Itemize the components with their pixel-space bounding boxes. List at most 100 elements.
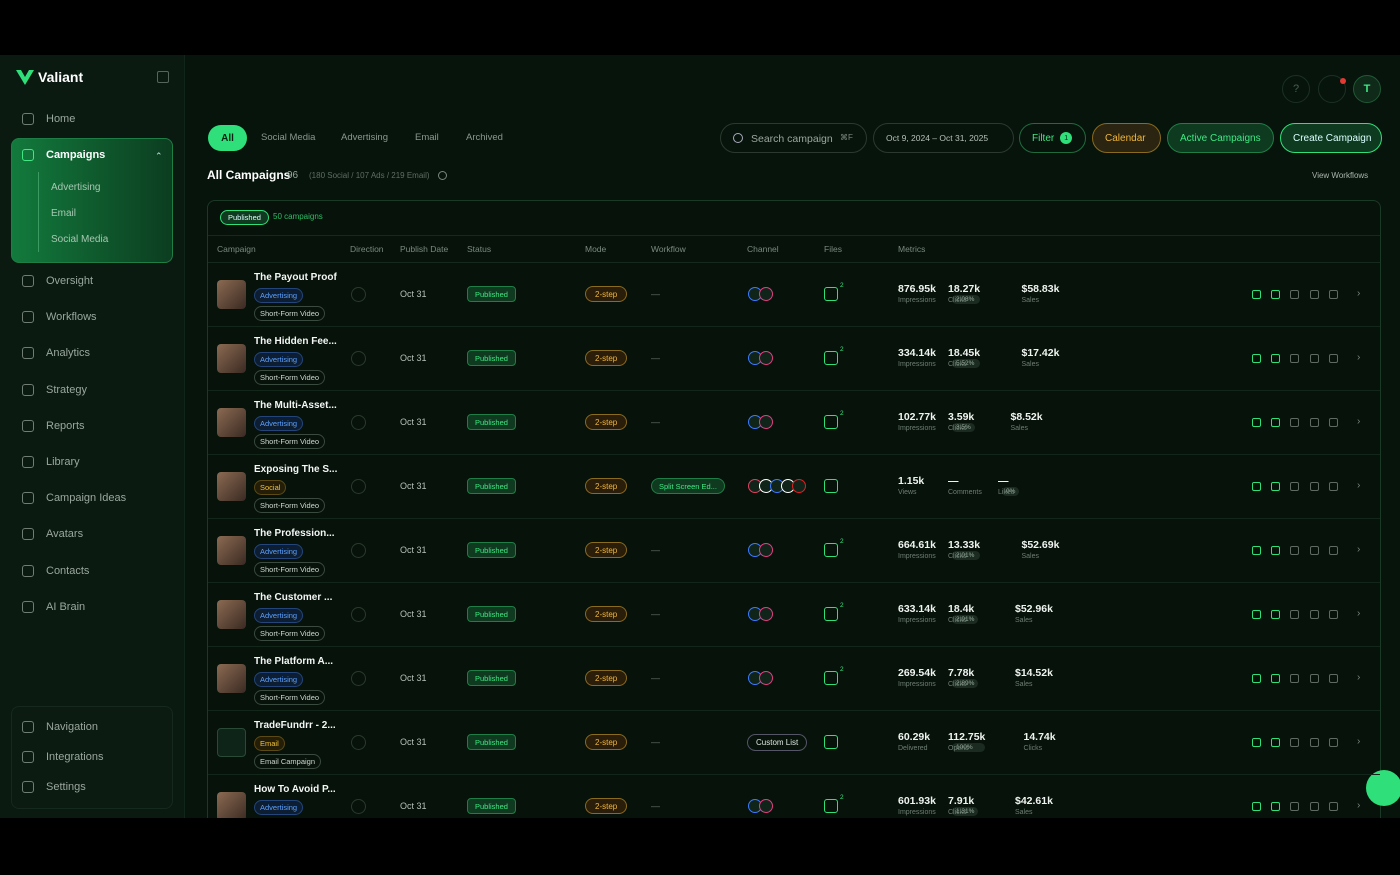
row-action[interactable] — [1271, 610, 1280, 619]
row-action[interactable] — [1329, 738, 1338, 747]
campaign-name[interactable]: The Payout Proof — [254, 272, 337, 283]
search-box[interactable]: Search campaign ⌘F — [720, 123, 867, 153]
active-campaigns-button[interactable]: Active Campaigns — [1167, 123, 1274, 153]
row-action[interactable] — [1271, 418, 1280, 427]
tab[interactable]: Email — [415, 132, 439, 143]
status-filter[interactable]: Published — [220, 210, 269, 225]
row-chevron[interactable]: › — [1357, 608, 1361, 619]
campaign-name[interactable]: How To Avoid P... — [254, 784, 336, 795]
row-chevron[interactable]: › — [1357, 544, 1361, 555]
row-action[interactable] — [1329, 674, 1338, 683]
nav-item[interactable]: Navigation — [22, 721, 98, 733]
row-action[interactable] — [1252, 546, 1261, 555]
row-chevron[interactable]: › — [1357, 736, 1361, 747]
nav-item[interactable]: Strategy — [22, 383, 87, 396]
nav-item[interactable]: Settings — [22, 781, 86, 793]
row-action[interactable] — [1290, 610, 1299, 619]
date-range[interactable]: Oct 9, 2024 – Oct 31, 2025 — [873, 123, 1014, 153]
view-workflows-link[interactable]: View Workflows — [1312, 171, 1369, 180]
campaign-name[interactable]: The Profession... — [254, 528, 335, 539]
row-action[interactable] — [1252, 738, 1261, 747]
row-action[interactable] — [1290, 354, 1299, 363]
row-chevron[interactable]: › — [1357, 800, 1361, 811]
create-campaign-button[interactable]: Create Campaign — [1280, 123, 1382, 153]
tab[interactable]: Advertising — [341, 132, 388, 143]
row-action[interactable] — [1329, 290, 1338, 299]
row-chevron[interactable]: › — [1357, 416, 1361, 427]
row-action[interactable] — [1329, 418, 1338, 427]
row-action[interactable] — [1290, 418, 1299, 427]
campaign-name[interactable]: TradeFundrr - 2... — [254, 720, 336, 731]
row-action[interactable] — [1290, 546, 1299, 555]
row-action[interactable] — [1310, 418, 1319, 427]
nav-item[interactable]: Oversight — [22, 275, 93, 287]
row-action[interactable] — [1271, 738, 1280, 747]
filter-button[interactable]: Filter 1 — [1019, 123, 1086, 153]
row-action[interactable] — [1310, 674, 1319, 683]
row-action[interactable] — [1329, 354, 1338, 363]
campaign-name[interactable]: The Multi-Asset... — [254, 400, 337, 411]
row-action[interactable] — [1310, 354, 1319, 363]
row-action[interactable] — [1329, 610, 1338, 619]
tab[interactable]: All — [208, 125, 247, 151]
row-action[interactable] — [1252, 354, 1261, 363]
row-chevron[interactable]: › — [1357, 352, 1361, 363]
row-action[interactable] — [1310, 290, 1319, 299]
nav-item[interactable]: Integrations — [22, 751, 103, 763]
row-action[interactable] — [1290, 802, 1299, 811]
nav-item[interactable]: Contacts — [22, 564, 89, 577]
nav-item[interactable]: Library — [22, 456, 80, 468]
row-action[interactable] — [1329, 546, 1338, 555]
row-chevron[interactable]: › — [1357, 288, 1361, 299]
user-avatar[interactable]: T — [1353, 75, 1381, 103]
row-action[interactable] — [1290, 482, 1299, 491]
notifications-button[interactable] — [1318, 75, 1346, 103]
nav-item[interactable]: Campaign Ideas — [22, 492, 126, 505]
campaign-name[interactable]: The Platform A... — [254, 656, 334, 667]
row-action[interactable] — [1271, 802, 1280, 811]
subnav-item[interactable]: Email — [51, 208, 77, 219]
help-button[interactable]: ? — [1282, 75, 1310, 103]
row-action[interactable] — [1290, 674, 1299, 683]
subnav-item[interactable]: Social Media — [51, 234, 109, 245]
calendar-button[interactable]: Calendar — [1092, 123, 1161, 153]
nav-item[interactable]: Avatars — [22, 528, 83, 541]
campaign-name[interactable]: The Customer ... — [254, 592, 333, 603]
row-action[interactable] — [1271, 674, 1280, 683]
campaign-name[interactable]: Exposing The S... — [254, 464, 338, 475]
row-action[interactable] — [1252, 482, 1261, 491]
nav-item[interactable]: Workflows — [22, 311, 97, 324]
refresh-icon[interactable] — [438, 171, 447, 180]
row-action[interactable] — [1271, 546, 1280, 555]
nav-item[interactable]: Campaigns — [22, 149, 105, 161]
nav-item[interactable]: Home — [22, 113, 75, 125]
campaign-name[interactable]: The Hidden Fee... — [254, 336, 337, 347]
row-action[interactable] — [1290, 738, 1299, 747]
row-action[interactable] — [1271, 290, 1280, 299]
row-action[interactable] — [1310, 610, 1319, 619]
row-action[interactable] — [1252, 674, 1261, 683]
collapse-button[interactable] — [157, 71, 169, 83]
nav-item[interactable]: Reports — [22, 419, 85, 432]
tab[interactable]: Social Media — [261, 132, 316, 143]
row-action[interactable] — [1310, 482, 1319, 491]
tab[interactable]: Archived — [466, 132, 503, 143]
row-action[interactable] — [1290, 290, 1299, 299]
row-action[interactable] — [1310, 802, 1319, 811]
subnav-item[interactable]: Advertising — [51, 182, 101, 193]
row-action[interactable] — [1252, 802, 1261, 811]
nav-item[interactable]: AI Brain — [22, 600, 85, 613]
row-chevron[interactable]: › — [1357, 672, 1361, 683]
row-action[interactable] — [1329, 802, 1338, 811]
row-chevron[interactable]: › — [1357, 480, 1361, 491]
nav-item[interactable]: Analytics — [22, 347, 90, 360]
row-action[interactable] — [1252, 290, 1261, 299]
row-action[interactable] — [1271, 482, 1280, 491]
row-action[interactable] — [1271, 354, 1280, 363]
chat-button[interactable] — [1366, 770, 1400, 806]
row-action[interactable] — [1310, 546, 1319, 555]
row-action[interactable] — [1329, 482, 1338, 491]
row-action[interactable] — [1252, 610, 1261, 619]
row-action[interactable] — [1252, 418, 1261, 427]
row-action[interactable] — [1310, 738, 1319, 747]
